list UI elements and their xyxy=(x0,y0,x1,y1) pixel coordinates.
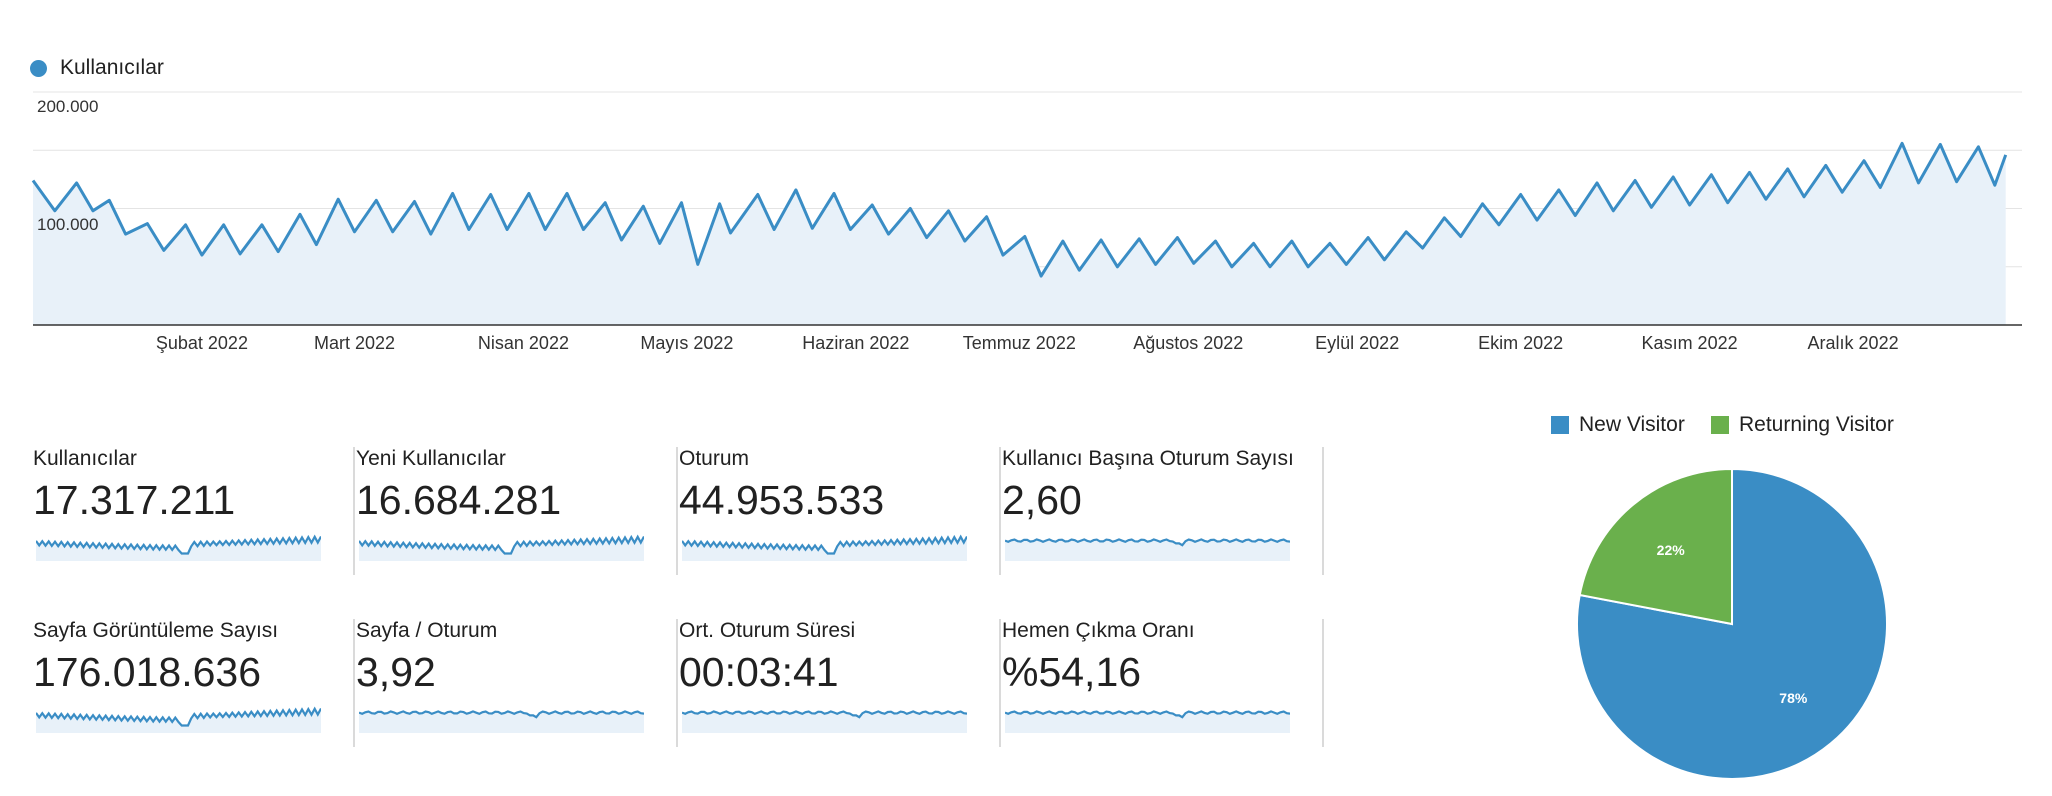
metric-sparkline xyxy=(359,534,644,561)
metric-value: 44.953.533 xyxy=(679,477,885,523)
x-tick-label: Ağustos 2022 xyxy=(1133,333,1244,353)
x-tick-label: Temmuz 2022 xyxy=(962,333,1076,353)
y-tick-label: 100.000 xyxy=(37,215,99,234)
users-line-chart xyxy=(31,91,2022,326)
metric-label: Kullanıcı Başına Oturum Sayısı xyxy=(1002,447,1294,470)
x-tick-label: Nisan 2022 xyxy=(477,333,569,353)
pie-slice-label: 78% xyxy=(1779,690,1808,706)
metric-sparkline xyxy=(1005,538,1290,561)
visitor-type-pie-chart: 78% 22% xyxy=(1576,467,1888,780)
x-tick-label: Aralık 2022 xyxy=(1807,333,1899,353)
users-area-fill xyxy=(33,143,2006,325)
sparkline-line xyxy=(359,710,644,719)
metric-value: %54,16 xyxy=(1002,649,1142,695)
pie-legend-new-visitor[interactable]: New Visitor xyxy=(1551,413,1685,437)
pie-legend-label: New Visitor xyxy=(1579,413,1685,436)
metric-value: 16.684.281 xyxy=(356,477,562,523)
tile-divider xyxy=(999,619,1001,747)
tile-divider xyxy=(676,447,678,575)
metric-value: 17.317.211 xyxy=(33,477,236,523)
chart-legend[interactable]: Kullanıcılar xyxy=(30,56,164,80)
x-tick-label: Ekim 2022 xyxy=(1478,333,1564,353)
metric-value: 176.018.636 xyxy=(33,649,262,695)
sparkline-area xyxy=(1005,711,1290,733)
sparkline-area xyxy=(1005,539,1290,561)
sparkline-line xyxy=(682,710,967,719)
x-tick-label: Kasım 2022 xyxy=(1641,333,1738,353)
x-tick-label: Mayıs 2022 xyxy=(640,333,734,353)
metric-tile[interactable]: Kullanıcılar 17.317.211 xyxy=(33,447,355,575)
pie-legend-returning-visitor[interactable]: Returning Visitor xyxy=(1711,413,1894,437)
sparkline-line xyxy=(682,534,967,555)
metric-sparkline xyxy=(682,710,967,733)
tile-divider xyxy=(676,619,678,747)
pie-legend-label: Returning Visitor xyxy=(1739,413,1894,436)
metric-label: Ort. Oturum Süresi xyxy=(679,619,856,642)
pie-slice-label: 22% xyxy=(1657,542,1686,558)
sparkline-area xyxy=(359,711,644,733)
metric-value: 3,92 xyxy=(356,649,436,695)
metric-value: 00:03:41 xyxy=(679,649,839,695)
pie-slice-new-visitor[interactable] xyxy=(1576,467,1888,780)
y-tick-label: 200.000 xyxy=(37,97,99,116)
sparkline-line xyxy=(36,706,321,727)
metric-sparkline xyxy=(682,534,967,561)
metric-label: Hemen Çıkma Oranı xyxy=(1002,619,1195,642)
returning-visitor-swatch-icon xyxy=(1711,416,1729,434)
metric-sparkline xyxy=(1005,710,1290,733)
metric-tile[interactable]: Oturum 44.953.533 xyxy=(679,447,1001,575)
users-series-line xyxy=(31,141,2008,278)
legend-dot-icon xyxy=(30,59,47,77)
sparkline-line xyxy=(359,534,644,555)
sparkline-line xyxy=(1005,538,1290,547)
sparkline-line xyxy=(36,534,321,555)
tile-divider xyxy=(353,619,355,747)
pie-slice-returning-visitor[interactable] xyxy=(1578,467,1733,626)
tile-divider xyxy=(1322,619,1324,747)
metric-tile[interactable]: Sayfa Görüntüleme Sayısı 176.018.636 xyxy=(33,619,355,747)
x-tick-label: Eylül 2022 xyxy=(1315,333,1400,353)
new-visitor-swatch-icon xyxy=(1551,416,1569,434)
metric-tile[interactable]: Yeni Kullanıcılar 16.684.281 xyxy=(356,447,678,575)
x-tick-label: Haziran 2022 xyxy=(802,333,910,353)
metric-tile[interactable]: Ort. Oturum Süresi 00:03:41 xyxy=(679,619,1001,747)
metric-tile[interactable]: Sayfa / Oturum 3,92 xyxy=(356,619,678,747)
metric-tile[interactable]: Hemen Çıkma Oranı %54,16 xyxy=(1002,619,1324,747)
x-tick-label: Şubat 2022 xyxy=(155,333,248,353)
sparkline-line xyxy=(1005,710,1290,719)
metric-label: Yeni Kullanıcılar xyxy=(356,447,506,470)
tile-divider xyxy=(353,447,355,575)
tile-divider xyxy=(1322,447,1324,575)
metric-tile[interactable]: Kullanıcı Başına Oturum Sayısı 2,60 xyxy=(1002,447,1324,575)
metric-label: Sayfa / Oturum xyxy=(356,619,498,642)
metric-sparkline xyxy=(36,706,321,733)
metric-label: Sayfa Görüntüleme Sayısı xyxy=(33,619,279,642)
legend-label: Kullanıcılar xyxy=(60,56,164,79)
metric-value: 2,60 xyxy=(1002,477,1082,523)
metric-label: Kullanıcılar xyxy=(33,447,137,470)
tile-divider xyxy=(999,447,1001,575)
metric-sparkline xyxy=(359,710,644,733)
metric-label: Oturum xyxy=(679,447,750,470)
metric-sparkline xyxy=(36,534,321,561)
sparkline-area xyxy=(682,711,967,733)
x-tick-label: Mart 2022 xyxy=(313,333,396,353)
